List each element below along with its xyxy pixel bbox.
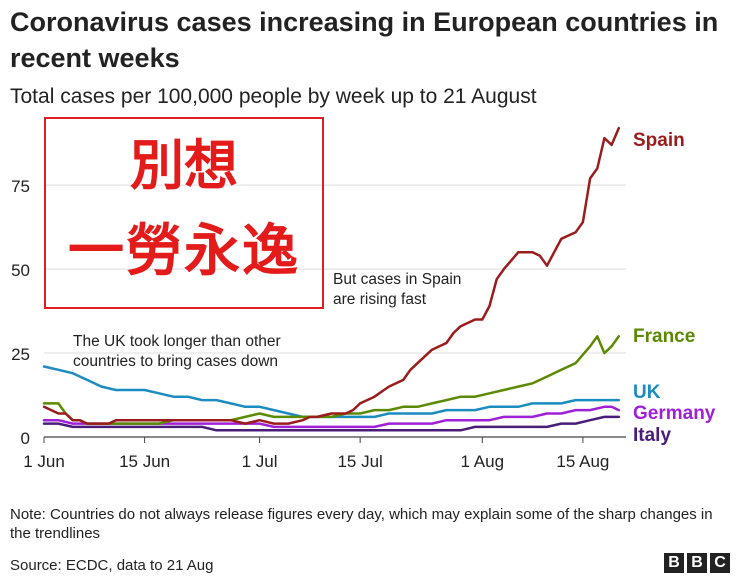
series-label-italy: Italy: [633, 425, 671, 446]
y-tick-label: 50: [11, 261, 30, 280]
annotation-text: are rising fast: [333, 291, 427, 308]
red-stamp-overlay: 別想 一勞永逸: [44, 117, 324, 309]
annotation-text: But cases in Spain: [333, 271, 461, 288]
bbc-logo-letter: B: [664, 553, 684, 573]
x-tick-label: 15 Jun: [119, 452, 170, 471]
series-label-france: France: [633, 326, 695, 347]
series-line-uk: [42, 365, 621, 419]
chart-title: Coronavirus cases increasing in European…: [10, 7, 719, 73]
series-label-spain: Spain: [633, 130, 685, 151]
series-label-germany: Germany: [633, 403, 716, 424]
series-line-italy: [42, 415, 621, 432]
line-chart: 0 25 50 75 1 Jun 15 Jun 1 Jul 15 Jul 1 Aug 15 Aug…: [11, 126, 716, 471]
x-tick-label: 15 Jul: [337, 452, 382, 471]
stamp-line-2: 一勞永逸: [68, 219, 300, 284]
x-tick-label: 1 Jul: [242, 452, 278, 471]
bbc-logo: B B C: [664, 553, 730, 573]
series-label-uk: UK: [633, 382, 661, 403]
x-tick-label: 1 Jun: [23, 452, 65, 471]
y-tick-label: 0: [21, 429, 30, 448]
y-tick-label: 25: [11, 345, 30, 364]
series-line-spain: [42, 126, 621, 425]
x-tick-label: 1 Aug: [461, 452, 505, 471]
chart-note: Note: Countries do not always release fi…: [10, 506, 713, 542]
x-tick-label: 15 Aug: [556, 452, 609, 471]
stamp-line-1: 別想: [130, 134, 238, 197]
chart-subtitle: Total cases per 100,000 people by week u…: [10, 85, 537, 108]
bbc-logo-letter: C: [710, 553, 730, 573]
chart-source: Source: ECDC, data to 21 Aug: [10, 557, 214, 574]
y-tick-label: 75: [11, 177, 30, 196]
annotation-text: countries to bring cases down: [73, 353, 278, 370]
bbc-logo-letter: B: [687, 553, 707, 573]
annotation-text: The UK took longer than other: [73, 333, 281, 350]
